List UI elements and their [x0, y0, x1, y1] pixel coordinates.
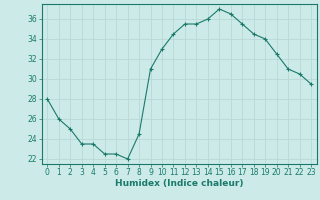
X-axis label: Humidex (Indice chaleur): Humidex (Indice chaleur)	[115, 179, 244, 188]
